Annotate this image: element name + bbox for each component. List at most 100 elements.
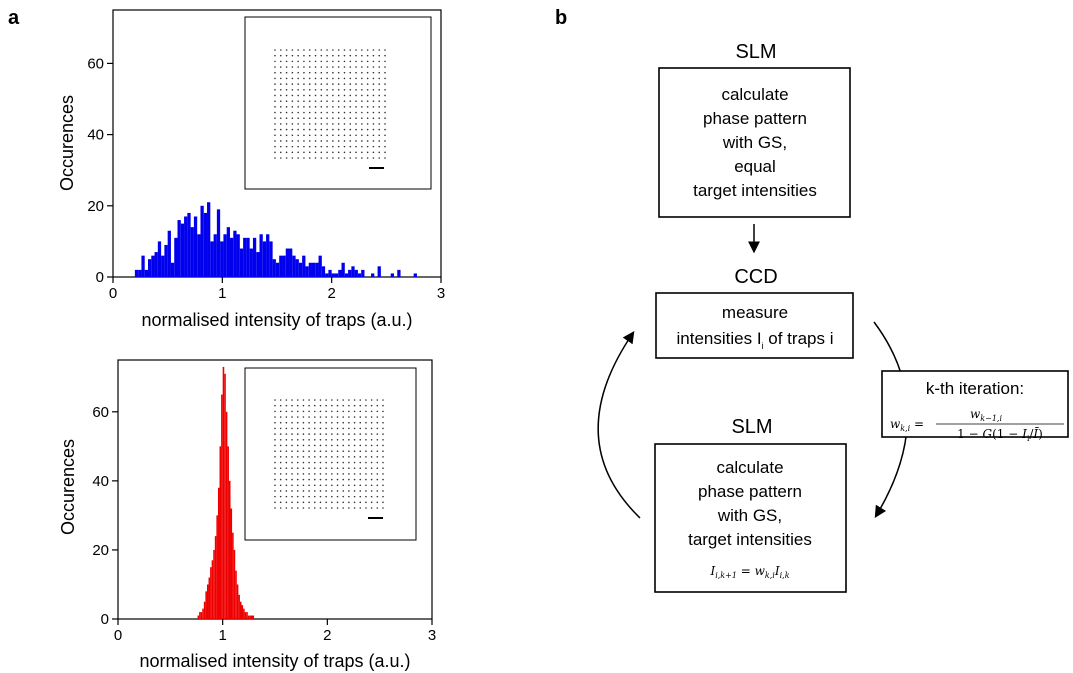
trap-dot [297, 60, 299, 63]
trap-dot [296, 484, 299, 487]
trap-dot [320, 71, 323, 74]
trap-dot [343, 123, 346, 125]
trap-dot [343, 140, 346, 142]
trap-dot [342, 410, 345, 413]
histogram-bar [311, 262, 316, 277]
trap-dot [302, 495, 305, 498]
trap-dot [372, 88, 375, 91]
trap-dot [376, 484, 379, 487]
trap-dot [337, 145, 340, 148]
trap-dot [359, 456, 362, 458]
histogram-bar [246, 237, 250, 277]
trap-dot [336, 490, 339, 492]
trap-dot [376, 399, 379, 401]
histogram-bar [232, 532, 234, 619]
trap-dot [376, 478, 379, 481]
histogram-bar [377, 266, 381, 277]
trap-dot [274, 54, 276, 57]
trap-dot [285, 94, 288, 97]
trap-dot [372, 134, 375, 137]
trap-dot [337, 111, 340, 114]
trap-dot [353, 416, 356, 418]
histogram-bar [292, 255, 296, 277]
trap-dot [274, 151, 276, 154]
trap-dot [308, 410, 310, 413]
trap-dot [296, 467, 299, 470]
histogram-bar [210, 241, 214, 277]
trap-dot [285, 416, 288, 418]
trap-dot [355, 111, 357, 114]
trap-dot [325, 501, 327, 504]
trap-dot [378, 117, 381, 120]
y-tick-label: 0 [101, 611, 109, 628]
trap-dot [355, 134, 357, 137]
trap-dot [308, 461, 310, 464]
trap-dot [297, 54, 299, 57]
trap-dot [366, 100, 369, 102]
slm-bottom-line: with GS, [717, 506, 782, 525]
trap-dot [332, 111, 334, 114]
trap-dot [342, 438, 345, 441]
trap-dot [384, 111, 386, 114]
histogram-bar [256, 252, 260, 277]
trap-dot [291, 399, 293, 401]
trap-dot-grid [274, 399, 384, 509]
y-tick-label: 20 [92, 542, 109, 559]
trap-dot [303, 157, 305, 159]
trap-dot [314, 117, 317, 120]
trap-dot [365, 438, 367, 441]
trap-dot [279, 438, 282, 441]
trap-dot [314, 54, 317, 57]
trap-dot [343, 128, 346, 131]
histogram-bar [266, 234, 270, 277]
trap-dot [291, 128, 294, 131]
trap-dot [308, 71, 311, 74]
trap-dot [337, 151, 340, 154]
trap-dot [365, 473, 367, 475]
trap-dot [279, 111, 282, 114]
trap-dot [302, 416, 305, 418]
trap-dot [336, 461, 339, 464]
trap-dot [349, 54, 352, 57]
trap-dot [279, 94, 282, 97]
histogram-bar [302, 255, 306, 277]
trap-dot [332, 106, 334, 108]
trap-dot [274, 134, 276, 137]
trap-dot [291, 100, 294, 102]
trap-dot [378, 83, 381, 85]
trap-dot [319, 507, 322, 509]
trap-dot [274, 100, 276, 102]
trap-dot [348, 501, 350, 504]
trap-dot [332, 128, 334, 131]
histogram-bar [413, 273, 417, 277]
trap-dot [361, 140, 363, 142]
trap-dot [349, 71, 352, 74]
trap-dot [359, 421, 362, 424]
trap-dot [365, 484, 367, 487]
trap-dot [372, 151, 375, 154]
trap-dot [361, 157, 363, 159]
trap-dot [320, 83, 323, 85]
trap-dot [343, 94, 346, 97]
trap-dot [314, 66, 317, 68]
trap-dot [370, 507, 373, 509]
trap-dot [343, 151, 346, 154]
histogram-bar [233, 230, 237, 277]
trap-dot [355, 100, 357, 102]
histogram-bar [134, 269, 139, 277]
trap-dot [366, 111, 369, 114]
trap-dot [337, 88, 340, 91]
trap-dot [302, 501, 305, 504]
trap-dot [279, 461, 282, 464]
trap-dot [308, 100, 311, 102]
trap-dot [274, 421, 276, 424]
trap-dot [285, 450, 288, 452]
trap-dot [353, 438, 356, 441]
trap-dot [319, 410, 322, 413]
trap-dot [296, 490, 299, 492]
trap-dot [332, 117, 334, 120]
trap-dot [308, 88, 311, 91]
trap-dot [291, 450, 293, 452]
trap-dot [376, 444, 379, 447]
formula-denominator: 1 − G(1 − Ii/Ī) [957, 426, 1043, 443]
